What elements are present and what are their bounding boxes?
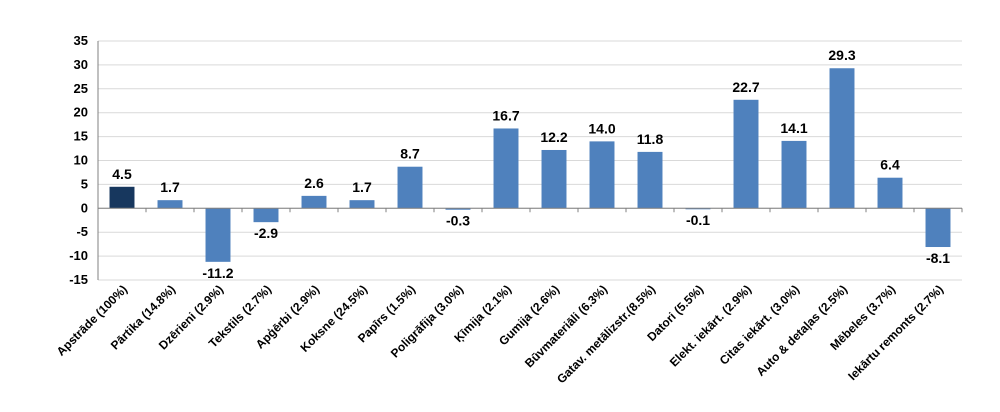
category-label: Citas iekārt. (3.0%) bbox=[717, 282, 802, 367]
y-tick-label: 20 bbox=[74, 105, 88, 120]
data-label: -2.9 bbox=[254, 225, 278, 241]
data-label: 11.8 bbox=[637, 131, 664, 147]
data-label: 14.1 bbox=[780, 120, 807, 136]
bar-0 bbox=[109, 186, 135, 209]
bar-16 bbox=[877, 177, 903, 209]
axes bbox=[97, 41, 963, 280]
data-label: 22.7 bbox=[732, 79, 759, 95]
y-tick-label: 30 bbox=[74, 57, 88, 72]
bar-8 bbox=[493, 128, 519, 209]
bar-3 bbox=[253, 208, 279, 223]
y-tick-label: 25 bbox=[74, 81, 88, 96]
category-label: Gatav. metālizstr.(8.5%) bbox=[554, 282, 658, 386]
gridlines bbox=[98, 40, 962, 281]
y-tick-label: -5 bbox=[76, 224, 88, 239]
bar-13 bbox=[733, 99, 759, 209]
y-tick-label: 0 bbox=[81, 200, 88, 215]
category-labels: Apstrāde (100%)Pārtika (14.8%)Dzērieni (… bbox=[54, 282, 946, 386]
data-label: -0.3 bbox=[446, 213, 470, 229]
data-label: 1.7 bbox=[352, 179, 372, 195]
data-label: 4.5 bbox=[112, 166, 132, 182]
y-axis-tick-labels: 35 30 25 20 15 10 5 0 -5 -10 -15 bbox=[69, 33, 88, 287]
data-label: -11.2 bbox=[202, 265, 233, 281]
bar-14 bbox=[781, 140, 807, 209]
bar-1 bbox=[157, 200, 183, 209]
bar-10 bbox=[589, 141, 615, 209]
bar-series bbox=[109, 68, 951, 262]
data-labels: 4.5 1.7 -11.2 -2.9 2.6 1.7 8.7 -0.3 16.7 12.2 14.0… bbox=[112, 47, 950, 281]
y-tick-label: 5 bbox=[81, 176, 88, 191]
y-tick-label: 10 bbox=[74, 153, 88, 168]
y-tick-label: 35 bbox=[74, 33, 88, 48]
bar-11 bbox=[637, 151, 663, 209]
bar-5 bbox=[349, 200, 375, 209]
bar-7 bbox=[445, 208, 471, 210]
bar-17 bbox=[925, 208, 951, 248]
data-label: 29.3 bbox=[828, 47, 855, 63]
category-label: Būvmateriāli (6.3%) bbox=[522, 282, 610, 370]
data-label: -0.1 bbox=[686, 212, 710, 228]
y-tick-label: -15 bbox=[69, 272, 88, 287]
data-label: 2.6 bbox=[304, 175, 324, 191]
data-label: 8.7 bbox=[400, 146, 420, 162]
category-label: Iekārtu remonts (2.7%) bbox=[845, 282, 946, 383]
category-label: Elekt. iekārt. (2.9%) bbox=[667, 282, 754, 369]
data-label: 1.7 bbox=[160, 179, 180, 195]
data-label: 12.2 bbox=[540, 129, 567, 145]
bar-6 bbox=[397, 166, 423, 209]
data-label: 16.7 bbox=[492, 107, 519, 123]
bar-9 bbox=[541, 149, 567, 209]
category-label: Auto & detaļas (2.5%) bbox=[753, 282, 850, 379]
bar-2 bbox=[205, 208, 231, 262]
bar-4 bbox=[301, 195, 327, 209]
y-tick-label: 15 bbox=[74, 129, 88, 144]
bar-15 bbox=[829, 68, 855, 209]
data-label: 6.4 bbox=[880, 157, 900, 173]
data-label: -8.1 bbox=[926, 250, 950, 266]
data-label: 14.0 bbox=[588, 120, 615, 136]
y-tick-label: -10 bbox=[69, 248, 88, 263]
